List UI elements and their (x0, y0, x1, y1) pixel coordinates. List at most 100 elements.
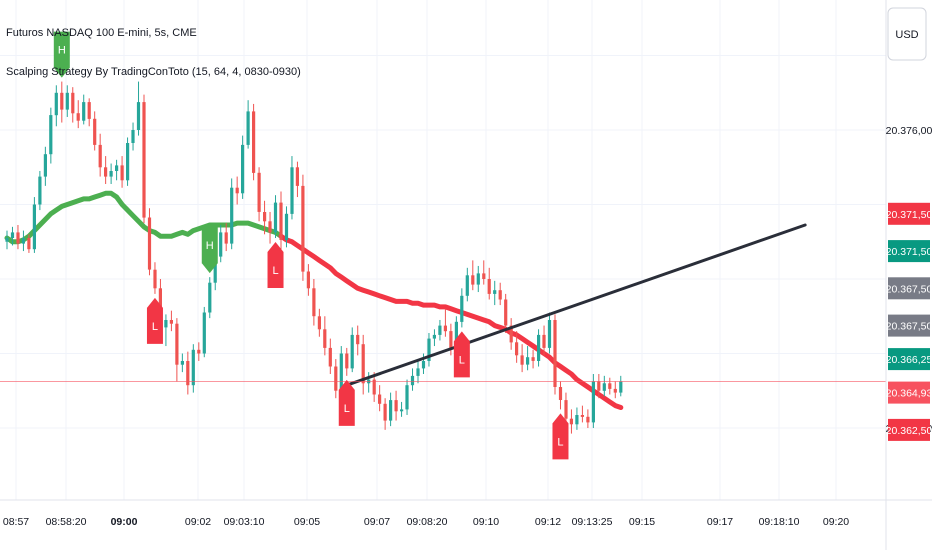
time-axis[interactable]: 08:57 08:58:20 09:00 09:02 09:03:10 09:05 09:0… (0, 499, 932, 528)
candle-body (542, 334, 546, 348)
price-badge: 20.371,50 (886, 240, 932, 263)
price-axis[interactable]: 20.376,0020.360,0020.371,5020.371,5020.3… (885, 0, 932, 550)
price-badge: 20.366,25 (886, 348, 932, 371)
candle (224, 223, 228, 252)
candle (361, 334, 365, 395)
price-badge-label: 20.367,50 (886, 321, 932, 333)
candle (460, 288, 464, 328)
candle-body (476, 273, 480, 285)
signal-marker-low: L (267, 242, 284, 289)
trendline-segment[interactable] (345, 223, 807, 387)
candle (38, 170, 42, 211)
candle (301, 174, 305, 281)
candle-body (515, 342, 519, 356)
ema-line (4, 190, 624, 410)
candle (471, 260, 475, 291)
candle-body (98, 144, 102, 168)
candle (82, 94, 86, 125)
price-badge-bg (888, 418, 930, 441)
time-tick-label: 09:15 (629, 516, 655, 528)
time-tick-label: 08:58:20 (46, 516, 87, 528)
candle-body (454, 321, 458, 350)
time-tick-label: 09:00 (111, 516, 138, 528)
time-tick-label: 09:08:20 (407, 516, 448, 528)
candle (169, 310, 173, 332)
candle-body (323, 329, 327, 348)
candle-body (5, 238, 9, 242)
candle-body (427, 338, 431, 361)
candle-body (410, 375, 415, 386)
candle (350, 327, 354, 373)
signal-marker-high: H (201, 227, 218, 274)
candle-body (32, 204, 36, 250)
candle (235, 176, 239, 205)
time-tick-label: 09:10 (473, 516, 499, 528)
candle-body (312, 288, 316, 317)
candle-body (208, 282, 212, 313)
candle (5, 230, 9, 250)
candle-body (109, 171, 113, 177)
candle-body (394, 400, 398, 412)
candle (142, 94, 146, 224)
candle (120, 156, 124, 188)
candle (378, 385, 382, 412)
candle (619, 375, 623, 397)
candle-body (526, 357, 530, 365)
candle (295, 161, 299, 198)
candle (345, 347, 349, 376)
candle-body (421, 361, 426, 369)
candle-body (213, 256, 217, 283)
candle (520, 344, 524, 373)
candle (410, 368, 415, 391)
candle-body (372, 379, 376, 395)
candle (263, 200, 267, 235)
candle (476, 265, 480, 293)
candle-body (608, 383, 612, 389)
marker-shape (338, 379, 355, 426)
price-badge: 20.364,93 (886, 381, 932, 404)
candle (43, 146, 47, 186)
candle (323, 316, 327, 356)
candle-body (191, 349, 195, 386)
price-badge-label: 20.364,93 (886, 388, 932, 400)
price-badge-bg (888, 277, 930, 300)
candle-body (504, 299, 508, 326)
signal-marker-low: L (453, 331, 470, 378)
price-badge-bg (888, 381, 930, 404)
marker-label: L (459, 354, 465, 366)
candle (136, 81, 141, 136)
candle-body (219, 232, 223, 257)
candle-body (613, 388, 617, 393)
time-tick-label: 09:05 (294, 516, 320, 528)
candle-body (597, 381, 601, 391)
candle-body (71, 92, 75, 114)
candle-body (49, 115, 53, 155)
candle (443, 308, 447, 337)
candle (334, 359, 338, 399)
candle-body (564, 400, 568, 419)
candle-body (460, 295, 464, 322)
currency-button[interactable]: USD (887, 7, 927, 61)
candle (175, 318, 179, 382)
price-badge-label: 20.366,25 (886, 354, 932, 366)
candle (465, 267, 469, 302)
candle (498, 282, 502, 306)
candle-body (432, 334, 436, 339)
candle (531, 349, 535, 369)
candle-body (449, 331, 453, 350)
candle-body (16, 232, 20, 244)
marker-shape (453, 331, 470, 378)
candle (580, 405, 584, 423)
candle-body (520, 355, 524, 365)
trendline[interactable] (0, 223, 886, 387)
marker-label: L (344, 403, 350, 415)
candle (153, 262, 157, 294)
candle-body (591, 381, 595, 423)
ema-line-bearish (278, 233, 624, 410)
candle (197, 342, 201, 361)
candle-body (602, 383, 606, 391)
candle (537, 329, 541, 367)
candle-body (224, 232, 228, 244)
candle (257, 167, 261, 222)
